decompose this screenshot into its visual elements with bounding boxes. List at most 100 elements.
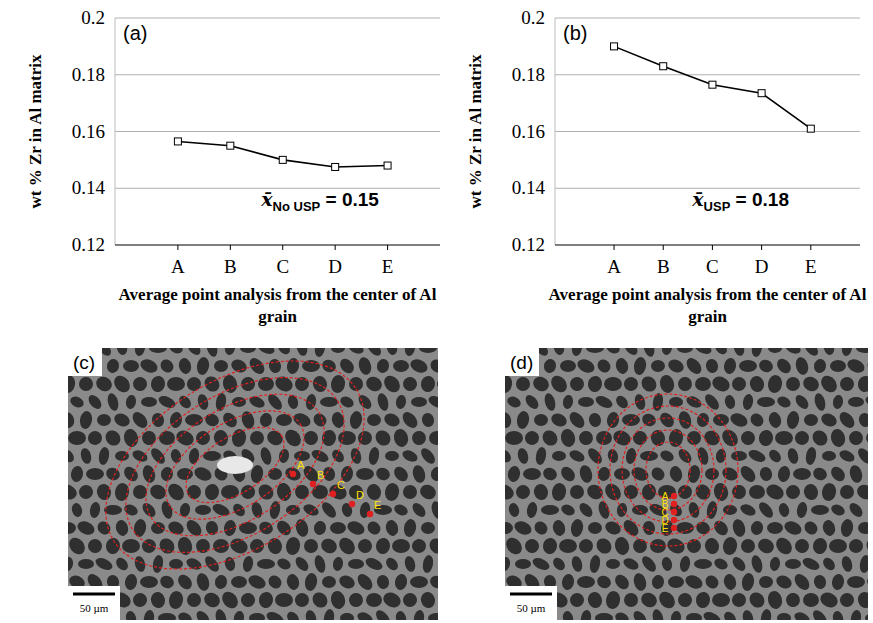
grain-cell xyxy=(774,356,793,376)
grain-cell xyxy=(586,590,604,609)
grain-cell xyxy=(713,414,729,426)
data-marker xyxy=(332,163,339,170)
grain-cell xyxy=(276,348,293,357)
grain-cell xyxy=(112,411,132,429)
grain-cell xyxy=(141,397,157,407)
grain-cell xyxy=(668,465,684,484)
grain-cell xyxy=(605,590,622,610)
grain-cell xyxy=(348,592,364,608)
grain-cell xyxy=(201,373,222,394)
y-tick-label: 0.18 xyxy=(512,64,545,85)
grain-cell xyxy=(642,348,656,358)
grain-cell xyxy=(773,535,795,558)
grain-cell xyxy=(793,468,811,480)
grain-cell xyxy=(756,500,775,520)
panel-label-bg xyxy=(68,348,102,376)
grain-cell xyxy=(330,522,346,534)
grain-cell xyxy=(513,482,533,502)
x-tick-label: C xyxy=(706,256,719,277)
grain-cell xyxy=(138,357,159,375)
grain-cell xyxy=(595,574,613,591)
grain-cell xyxy=(670,610,682,620)
grain-cell xyxy=(786,447,800,465)
grain-cell xyxy=(597,466,611,482)
grain-cell xyxy=(149,348,167,353)
grain-cell xyxy=(742,393,755,410)
grain-cell xyxy=(863,535,868,556)
grain-cell xyxy=(202,590,222,609)
grain-cell xyxy=(367,414,381,426)
grain-cell xyxy=(187,593,201,607)
grain-cell xyxy=(68,431,86,445)
grain-cell xyxy=(813,358,827,374)
grain-cell xyxy=(286,394,299,410)
grain-cell xyxy=(215,392,228,411)
grain-cell xyxy=(506,395,523,410)
grain-cell xyxy=(400,590,420,610)
grain-cell xyxy=(561,573,576,591)
grain-cell xyxy=(68,482,79,502)
point-label: A xyxy=(297,459,305,471)
grain-cell xyxy=(722,609,739,620)
grain-cell xyxy=(776,395,793,410)
grain-cell xyxy=(114,555,131,572)
grain-cell xyxy=(366,593,382,607)
grain-cell xyxy=(512,519,533,537)
grain-cell xyxy=(185,556,204,572)
contour xyxy=(634,430,702,510)
grain-cell xyxy=(410,537,429,556)
grain-cell xyxy=(158,357,176,375)
grain-cell xyxy=(79,377,93,391)
grain-cell xyxy=(111,373,133,396)
grain-cell xyxy=(249,613,265,620)
grain-cell xyxy=(158,613,176,620)
grain-cell xyxy=(400,409,421,431)
grain-cell xyxy=(801,348,820,358)
grid-line xyxy=(115,188,440,189)
grain-cell xyxy=(722,573,738,592)
grain-cell xyxy=(124,610,137,620)
grain-cell xyxy=(821,519,837,538)
grain-cell xyxy=(229,357,249,375)
grain-cell xyxy=(818,373,840,396)
grain-cell xyxy=(404,348,417,357)
x-tick-label: C xyxy=(276,256,289,277)
grain-cell xyxy=(622,348,640,357)
grain-cell xyxy=(169,448,182,464)
grain-cell xyxy=(641,483,658,501)
grain-cell xyxy=(98,446,111,465)
analysis-point xyxy=(290,471,296,477)
grain-cell xyxy=(622,375,641,394)
grain-cell xyxy=(710,374,732,394)
grain-cell xyxy=(356,393,374,412)
grain-cell xyxy=(651,574,665,590)
grain-cell xyxy=(625,447,638,464)
grain-cell xyxy=(384,519,400,538)
grain-cell xyxy=(143,609,156,620)
grain-cell xyxy=(526,501,539,518)
grain-cell xyxy=(558,464,577,484)
grain-cell xyxy=(656,589,678,612)
point-label: E xyxy=(374,499,381,511)
grain-cell xyxy=(168,348,185,355)
grain-cell xyxy=(649,465,667,483)
y-tick-label: 0.2 xyxy=(521,7,545,28)
grain-cell xyxy=(837,590,857,610)
grain-cell xyxy=(821,482,838,502)
grain-cell xyxy=(712,593,730,607)
grain-cell xyxy=(650,539,666,553)
grain-cell xyxy=(285,609,302,620)
grain-cell xyxy=(756,536,776,555)
analysis-point xyxy=(310,481,316,487)
grain-cell xyxy=(204,483,221,501)
x-tick xyxy=(282,245,283,250)
y-tick-label: 0.16 xyxy=(72,121,105,142)
chart-panel: 0.120.140.160.180.2ABCDEwt % Zr in Al ma… xyxy=(26,7,440,326)
grain-cell xyxy=(507,502,520,518)
grain-cell xyxy=(832,394,844,410)
grain-cell xyxy=(364,374,384,393)
grain-cell xyxy=(531,556,552,573)
grain-cell xyxy=(543,392,557,412)
grain-cell xyxy=(195,572,211,592)
grain-cell xyxy=(355,571,376,593)
